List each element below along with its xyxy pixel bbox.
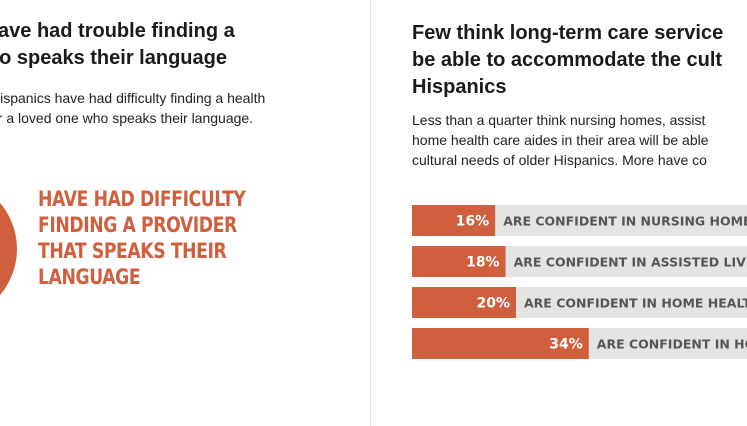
- highlight-line: HAVE HAD DIFFICULTY: [38, 187, 246, 211]
- bar: [412, 246, 506, 277]
- bar-category-label: ARE CONFIDENT IN HOSPITA: [597, 337, 747, 352]
- bar: [412, 328, 589, 359]
- panel-divider: [370, 0, 371, 426]
- left-body-text: Hispanics have had difficulty finding a …: [0, 88, 265, 128]
- bar-track: [516, 287, 747, 318]
- percentage-circle: [0, 178, 17, 320]
- highlight-line: LANGUAGE: [38, 265, 141, 289]
- bar-category-label: ARE CONFIDENT IN NURSING HOMES: [503, 214, 747, 229]
- left-panel: cs have had trouble finding a r who spea…: [0, 0, 370, 426]
- left-headline: cs have had trouble finding a r who spea…: [0, 18, 235, 72]
- bar: [412, 287, 516, 318]
- bar-value-label: 18%: [466, 255, 500, 271]
- bar-track: [588, 328, 747, 359]
- right-headline-line: Hispanics: [412, 76, 507, 98]
- bar-track: [495, 205, 747, 236]
- bar-row: 18% ARE CONFIDENT IN ASSISTED LIVING COMM: [412, 246, 747, 277]
- left-headline-line: cs have had trouble finding a: [0, 20, 235, 42]
- bar-track: [505, 246, 747, 277]
- bar-value-label: 20%: [476, 296, 510, 312]
- highlight-line: THAT SPEAKS THEIR: [38, 239, 227, 263]
- highlight-line: FINDING A PROVIDER: [38, 213, 237, 237]
- right-body-line: home health care aides in their area wil…: [412, 132, 709, 148]
- bar-value-label: 16%: [456, 214, 490, 230]
- left-body-line: or a loved one who speaks their language…: [0, 110, 254, 126]
- right-headline: Few think long-term care service be able…: [412, 20, 723, 101]
- bar-value-label: 34%: [549, 337, 583, 353]
- confidence-bar-chart: 16% ARE CONFIDENT IN NURSING HOMES 18% ARE …: [412, 205, 747, 359]
- bar-row: 16% ARE CONFIDENT IN NURSING HOMES: [412, 205, 747, 236]
- bar: [412, 205, 496, 236]
- right-panel: Few think long-term care service be able…: [372, 0, 747, 426]
- bar-category-label: ARE CONFIDENT IN HOME HEALTH AIDES: [524, 296, 747, 311]
- right-body-line: cultural needs of older Hispanics. More …: [412, 152, 707, 168]
- right-headline-line: be able to accommodate the cult: [412, 49, 723, 71]
- left-headline-line: r who speaks their language: [0, 47, 227, 69]
- right-headline-line: Few think long-term care service: [412, 22, 724, 44]
- highlight-label: HAVE HAD DIFFICULTY FINDING A PROVIDER T…: [38, 186, 246, 290]
- bar-row: 20% ARE CONFIDENT IN HOME HEALTH AIDES: [412, 287, 747, 318]
- bar-category-label: ARE CONFIDENT IN ASSISTED LIVING COMM: [514, 255, 747, 270]
- left-body-line: Hispanics have had difficulty finding a …: [0, 90, 266, 106]
- right-body-text: Less than a quarter think nursing homes,…: [412, 110, 709, 170]
- right-body-line: Less than a quarter think nursing homes,…: [412, 112, 706, 128]
- bar-row: 34% ARE CONFIDENT IN HOSPITA: [412, 328, 747, 359]
